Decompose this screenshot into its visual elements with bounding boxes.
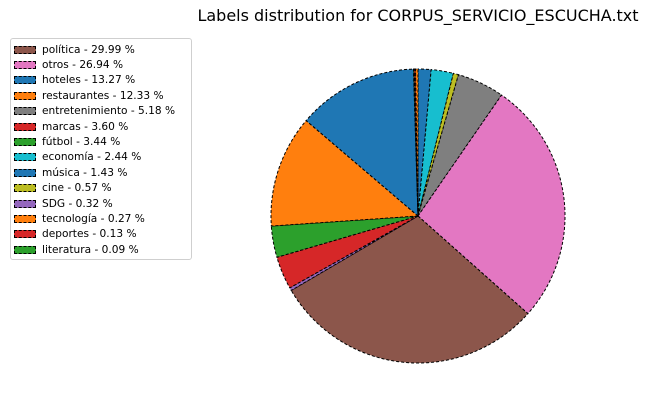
legend-item: deportes - 0.13 % bbox=[14, 227, 191, 242]
legend-label: literatura - 0.09 % bbox=[42, 243, 139, 256]
legend-swatch bbox=[14, 45, 36, 54]
pie-slice-restaurantes bbox=[270, 119, 420, 227]
legend-label: tecnología - 0.27 % bbox=[42, 212, 145, 225]
legend-label: fútbol - 3.44 % bbox=[42, 136, 121, 149]
pie-slice-tecnologia bbox=[414, 68, 419, 217]
legend-swatch bbox=[14, 245, 36, 254]
legend-swatch bbox=[14, 214, 36, 223]
legend-label: otros - 26.94 % bbox=[42, 59, 124, 72]
pie-slice-otros bbox=[417, 94, 566, 315]
legend-item: música - 1.43 % bbox=[14, 165, 191, 180]
legend-item: literatura - 0.09 % bbox=[14, 242, 191, 257]
legend-swatch bbox=[14, 61, 36, 70]
legend-label: deportes - 0.13 % bbox=[42, 228, 137, 241]
legend-swatch bbox=[14, 199, 36, 208]
legend-item: marcas - 3.60 % bbox=[14, 119, 191, 134]
legend-label: música - 1.43 % bbox=[42, 166, 128, 179]
legend-item: entretenimiento - 5.18 % bbox=[14, 104, 191, 119]
legend-item: SDG - 0.32 % bbox=[14, 196, 191, 211]
legend-item: fútbol - 3.44 % bbox=[14, 134, 191, 149]
legend-swatch bbox=[14, 153, 36, 162]
legend-label: política - 29.99 % bbox=[42, 43, 135, 56]
legend-swatch bbox=[14, 107, 36, 116]
legend-item: tecnología - 0.27 % bbox=[14, 211, 191, 226]
legend-swatch bbox=[14, 168, 36, 177]
legend-item: otros - 26.94 % bbox=[14, 57, 191, 72]
legend-swatch bbox=[14, 138, 36, 147]
pie-slice-hoteles bbox=[305, 68, 419, 218]
legend-label: restaurantes - 12.33 % bbox=[42, 89, 164, 102]
legend-label: economía - 2.44 % bbox=[42, 151, 142, 164]
legend-item: economía - 2.44 % bbox=[14, 150, 191, 165]
legend-item: restaurantes - 12.33 % bbox=[14, 88, 191, 103]
legend-swatch bbox=[14, 91, 36, 100]
pie-slice-futbol bbox=[270, 215, 419, 258]
legend-label: hoteles - 13.27 % bbox=[42, 74, 136, 87]
pie-slice-sdg bbox=[289, 215, 419, 292]
legend-label: cine - 0.57 % bbox=[42, 182, 112, 195]
legend-item: política - 29.99 % bbox=[14, 42, 191, 57]
legend-swatch bbox=[14, 122, 36, 131]
pie-slice-entretenimiento bbox=[417, 74, 503, 217]
legend-swatch bbox=[14, 230, 36, 239]
legend-label: entretenimiento - 5.18 % bbox=[42, 105, 176, 118]
legend-swatch bbox=[14, 76, 36, 85]
legend-label: marcas - 3.60 % bbox=[42, 120, 129, 133]
legend-swatch bbox=[14, 184, 36, 193]
pie-slice-politica bbox=[290, 215, 529, 364]
legend-label: SDG - 0.32 % bbox=[42, 197, 113, 210]
legend-item: hoteles - 13.27 % bbox=[14, 73, 191, 88]
legend-item: cine - 0.57 % bbox=[14, 181, 191, 196]
chart-title: Labels distribution for CORPUS_SERVICIO_… bbox=[197, 6, 639, 25]
legend: política - 29.99 % otros - 26.94 % hoteles… bbox=[10, 38, 192, 260]
